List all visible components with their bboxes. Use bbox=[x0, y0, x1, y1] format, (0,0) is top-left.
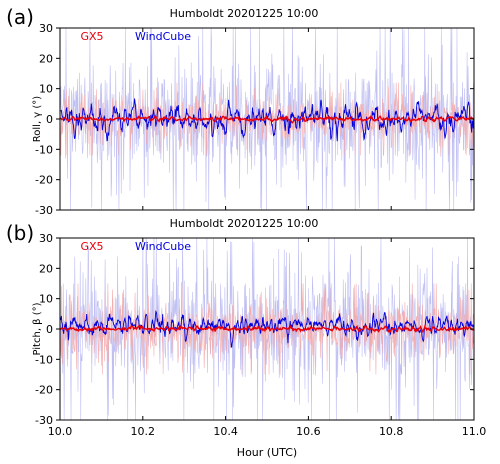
y-tick-label: 30 bbox=[39, 22, 53, 35]
x-tick-label: 10.0 bbox=[48, 425, 73, 438]
y-tick-label: 10 bbox=[39, 83, 53, 96]
y-tick-label: -30 bbox=[35, 204, 53, 217]
x-tick-label: 10.6 bbox=[296, 425, 321, 438]
y-tick-label: -10 bbox=[35, 143, 53, 156]
legend-windcube: WindCube bbox=[135, 30, 191, 43]
series-gx5-smoothed bbox=[60, 324, 474, 334]
x-axis-label: Hour (UTC) bbox=[237, 446, 297, 459]
panel-a: -30 -20 -10 0 10 20 30 Humboldt 20201225 10:00 (… bbox=[6, 5, 475, 217]
y-tick-label: -20 bbox=[35, 174, 53, 187]
y-tick-label: -30 bbox=[35, 414, 53, 427]
x-tick-label: 10.8 bbox=[379, 425, 404, 438]
x-tick-label: 10.4 bbox=[213, 425, 238, 438]
x-tick-label: 10.2 bbox=[131, 425, 156, 438]
y-tick-label: 20 bbox=[39, 262, 53, 275]
panel-b: -30 -20 -10 0 10 20 30 10.0 10.2 10.4 10.6 10.8 11.0… bbox=[6, 217, 486, 459]
series-gx5-raw bbox=[60, 82, 474, 156]
y-axis-label: Pitch, β (°) bbox=[32, 302, 43, 355]
y-axis-label: Roll, γ (°) bbox=[32, 96, 43, 143]
y-tick-label: 0 bbox=[46, 323, 53, 336]
legend-gx5: GX5 bbox=[80, 30, 103, 43]
y-tick-label: 30 bbox=[39, 232, 53, 245]
panel-label: (a) bbox=[6, 5, 34, 29]
panel-label: (b) bbox=[6, 221, 34, 245]
legend-gx5: GX5 bbox=[80, 240, 103, 253]
panel-title: Humboldt 20201225 10:00 bbox=[170, 217, 319, 230]
y-tick-label: 20 bbox=[39, 52, 53, 65]
legend-windcube: WindCube bbox=[135, 240, 191, 253]
series-windcube-smoothed bbox=[60, 309, 474, 348]
y-tick-label: -20 bbox=[35, 384, 53, 397]
y-tick-label: -10 bbox=[35, 353, 53, 366]
series-gx5-smoothed bbox=[60, 114, 474, 124]
series-windcube-smoothed bbox=[60, 98, 474, 142]
y-tick-label: 0 bbox=[46, 113, 53, 126]
y-tick-label: 10 bbox=[39, 293, 53, 306]
panel-title: Humboldt 20201225 10:00 bbox=[170, 7, 319, 20]
x-tick-label: 11.0 bbox=[462, 425, 487, 438]
